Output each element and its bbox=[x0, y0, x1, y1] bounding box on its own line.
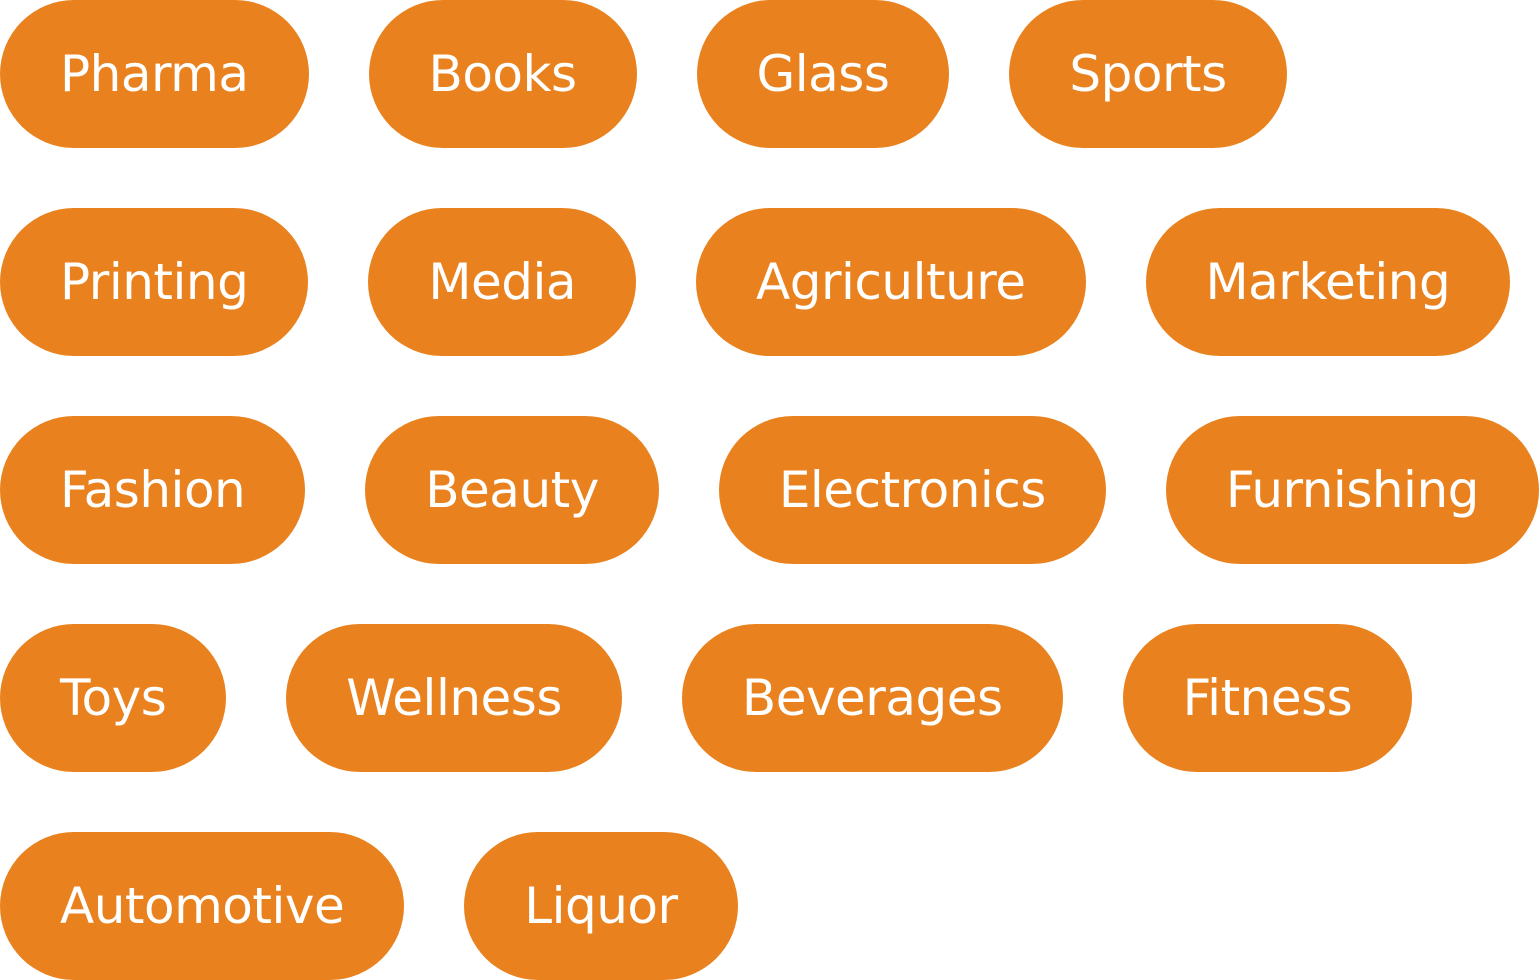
category-chip-agriculture[interactable]: Agriculture bbox=[696, 208, 1086, 356]
category-chip-label: Glass bbox=[756, 45, 890, 103]
category-chip-liquor[interactable]: Liquor bbox=[464, 832, 738, 980]
category-chip-label: Liquor bbox=[524, 877, 678, 935]
chip-row: Fashion Beauty Electronics Furnishing bbox=[0, 416, 1539, 564]
chip-row: Automotive Liquor bbox=[0, 832, 738, 980]
category-chip-pharma[interactable]: Pharma bbox=[0, 0, 309, 148]
category-chip-label: Automotive bbox=[60, 877, 345, 935]
category-chip-media[interactable]: Media bbox=[368, 208, 637, 356]
category-chip-label: Electronics bbox=[778, 461, 1047, 519]
category-chip-toys[interactable]: Toys bbox=[0, 624, 227, 772]
category-chip-wellness[interactable]: Wellness bbox=[286, 624, 622, 772]
category-chip-label: Furnishing bbox=[1225, 461, 1480, 519]
category-chip-beverages[interactable]: Beverages bbox=[681, 624, 1063, 772]
category-chip-label: Toys bbox=[60, 669, 167, 727]
category-chip-label: Books bbox=[428, 45, 578, 103]
category-chip-electronics[interactable]: Electronics bbox=[718, 416, 1106, 564]
category-chip-automotive[interactable]: Automotive bbox=[0, 832, 405, 980]
category-chip-sports[interactable]: Sports bbox=[1009, 0, 1287, 148]
category-chip-label: Printing bbox=[60, 253, 249, 311]
category-chip-label: Sports bbox=[1069, 45, 1227, 103]
chip-row: Printing Media Agriculture Marketing bbox=[0, 208, 1511, 356]
category-chip-glass[interactable]: Glass bbox=[696, 0, 950, 148]
category-chip-label: Fitness bbox=[1182, 669, 1353, 727]
category-chip-label: Beverages bbox=[741, 669, 1003, 727]
category-chip-label: Beauty bbox=[425, 461, 599, 519]
category-chip-books[interactable]: Books bbox=[368, 0, 637, 148]
category-chip-fitness[interactable]: Fitness bbox=[1122, 624, 1413, 772]
category-chip-label: Agriculture bbox=[756, 253, 1026, 311]
category-chip-furnishing[interactable]: Furnishing bbox=[1165, 416, 1539, 564]
category-chip-fashion[interactable]: Fashion bbox=[0, 416, 306, 564]
category-chip-beauty[interactable]: Beauty bbox=[365, 416, 659, 564]
category-chip-label: Fashion bbox=[60, 461, 246, 519]
category-chip-label: Marketing bbox=[1205, 253, 1451, 311]
chip-row: Toys Wellness Beverages Fitness bbox=[0, 624, 1413, 772]
category-chip-marketing[interactable]: Marketing bbox=[1145, 208, 1511, 356]
category-chip-label: Pharma bbox=[60, 45, 249, 103]
category-chip-label: Wellness bbox=[346, 669, 562, 727]
category-chip-printing[interactable]: Printing bbox=[0, 208, 309, 356]
chip-row: Pharma Books Glass Sports bbox=[0, 0, 1287, 148]
category-chip-label: Media bbox=[428, 253, 577, 311]
